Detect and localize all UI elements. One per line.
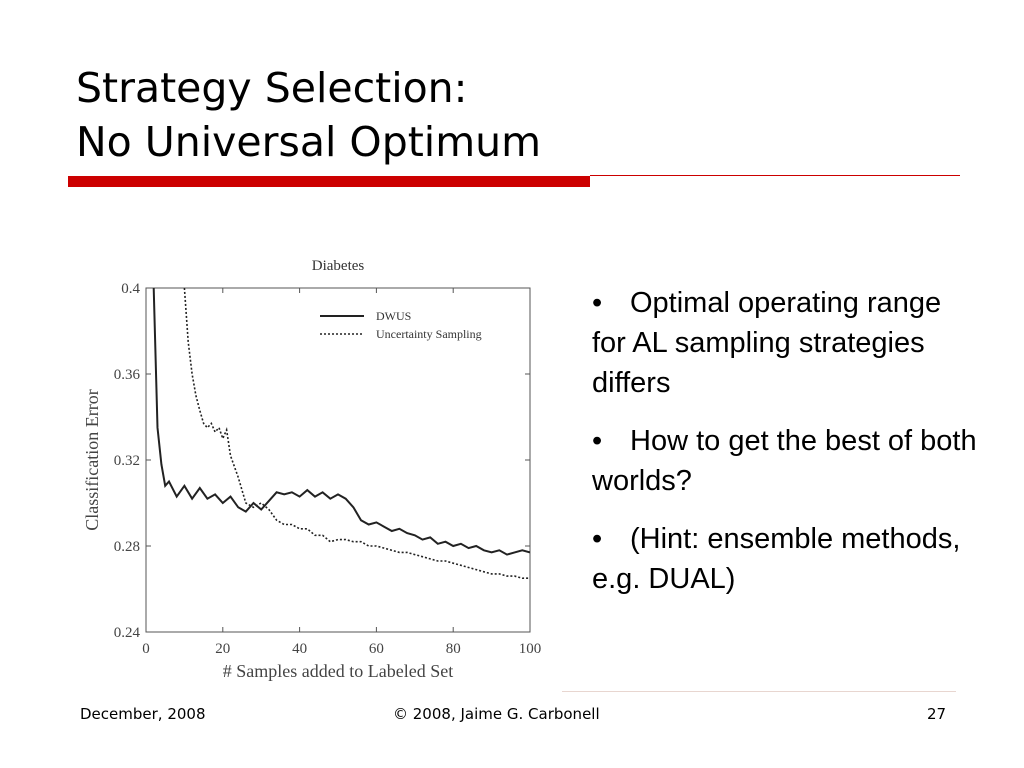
series-line-uncertainty-sampling <box>183 288 530 580</box>
y-tick-label: 0.24 <box>114 625 141 641</box>
bullet-list: • Optimal operating range for AL sampling… <box>592 283 982 617</box>
slide-title-line-1: Strategy Selection: <box>76 64 468 112</box>
legend-label: Uncertainty Sampling <box>376 327 482 341</box>
bullet-dot: • <box>592 287 603 319</box>
x-tick-label: 0 <box>142 641 150 657</box>
title-accent-rule <box>590 175 960 176</box>
x-axis-label: # Samples added to Labeled Set <box>223 661 453 681</box>
bullet-item: • How to get the best of both worlds? <box>592 421 982 501</box>
x-tick-label: 80 <box>446 641 461 657</box>
y-tick-label: 0.28 <box>114 539 140 555</box>
bullet-text: Optimal operating range for AL sampling … <box>592 287 942 399</box>
x-tick-label: 60 <box>369 641 384 657</box>
legend-label: DWUS <box>376 309 411 323</box>
slide-title-line-2: No Universal Optimum <box>76 118 542 166</box>
footer-date: December, 2008 <box>80 705 206 723</box>
y-tick-label: 0.32 <box>114 453 140 469</box>
y-axis-label: Classification Error <box>82 389 102 530</box>
title-accent-bar <box>68 176 590 187</box>
bullet-dot: • <box>592 425 603 457</box>
bullet-item: • (Hint: ensemble methods, e.g. DUAL) <box>592 519 982 599</box>
bullet-text: (Hint: ensemble methods, e.g. DUAL) <box>592 523 961 595</box>
series-line-dwus <box>152 288 530 556</box>
bullet-dot: • <box>592 523 603 555</box>
footer-copyright: © 2008, Jaime G. Carbonell <box>393 705 600 723</box>
bullet-text: How to get the best of both worlds? <box>592 425 977 497</box>
x-tick-label: 20 <box>215 641 230 657</box>
y-tick-label: 0.36 <box>114 367 141 383</box>
y-tick-label: 0.4 <box>121 281 140 297</box>
x-tick-label: 100 <box>519 641 542 657</box>
chart-title: Diabetes <box>312 258 365 274</box>
x-tick-label: 40 <box>292 641 307 657</box>
footer-divider <box>562 691 956 692</box>
bullet-item: • Optimal operating range for AL sampling… <box>592 283 982 403</box>
diabetes-chart: Diabetes 0 20 40 60 80 100 0.24 0.28 0.32 0.36 0.4 #… <box>74 250 558 686</box>
footer-page-number: 27 <box>927 705 947 723</box>
